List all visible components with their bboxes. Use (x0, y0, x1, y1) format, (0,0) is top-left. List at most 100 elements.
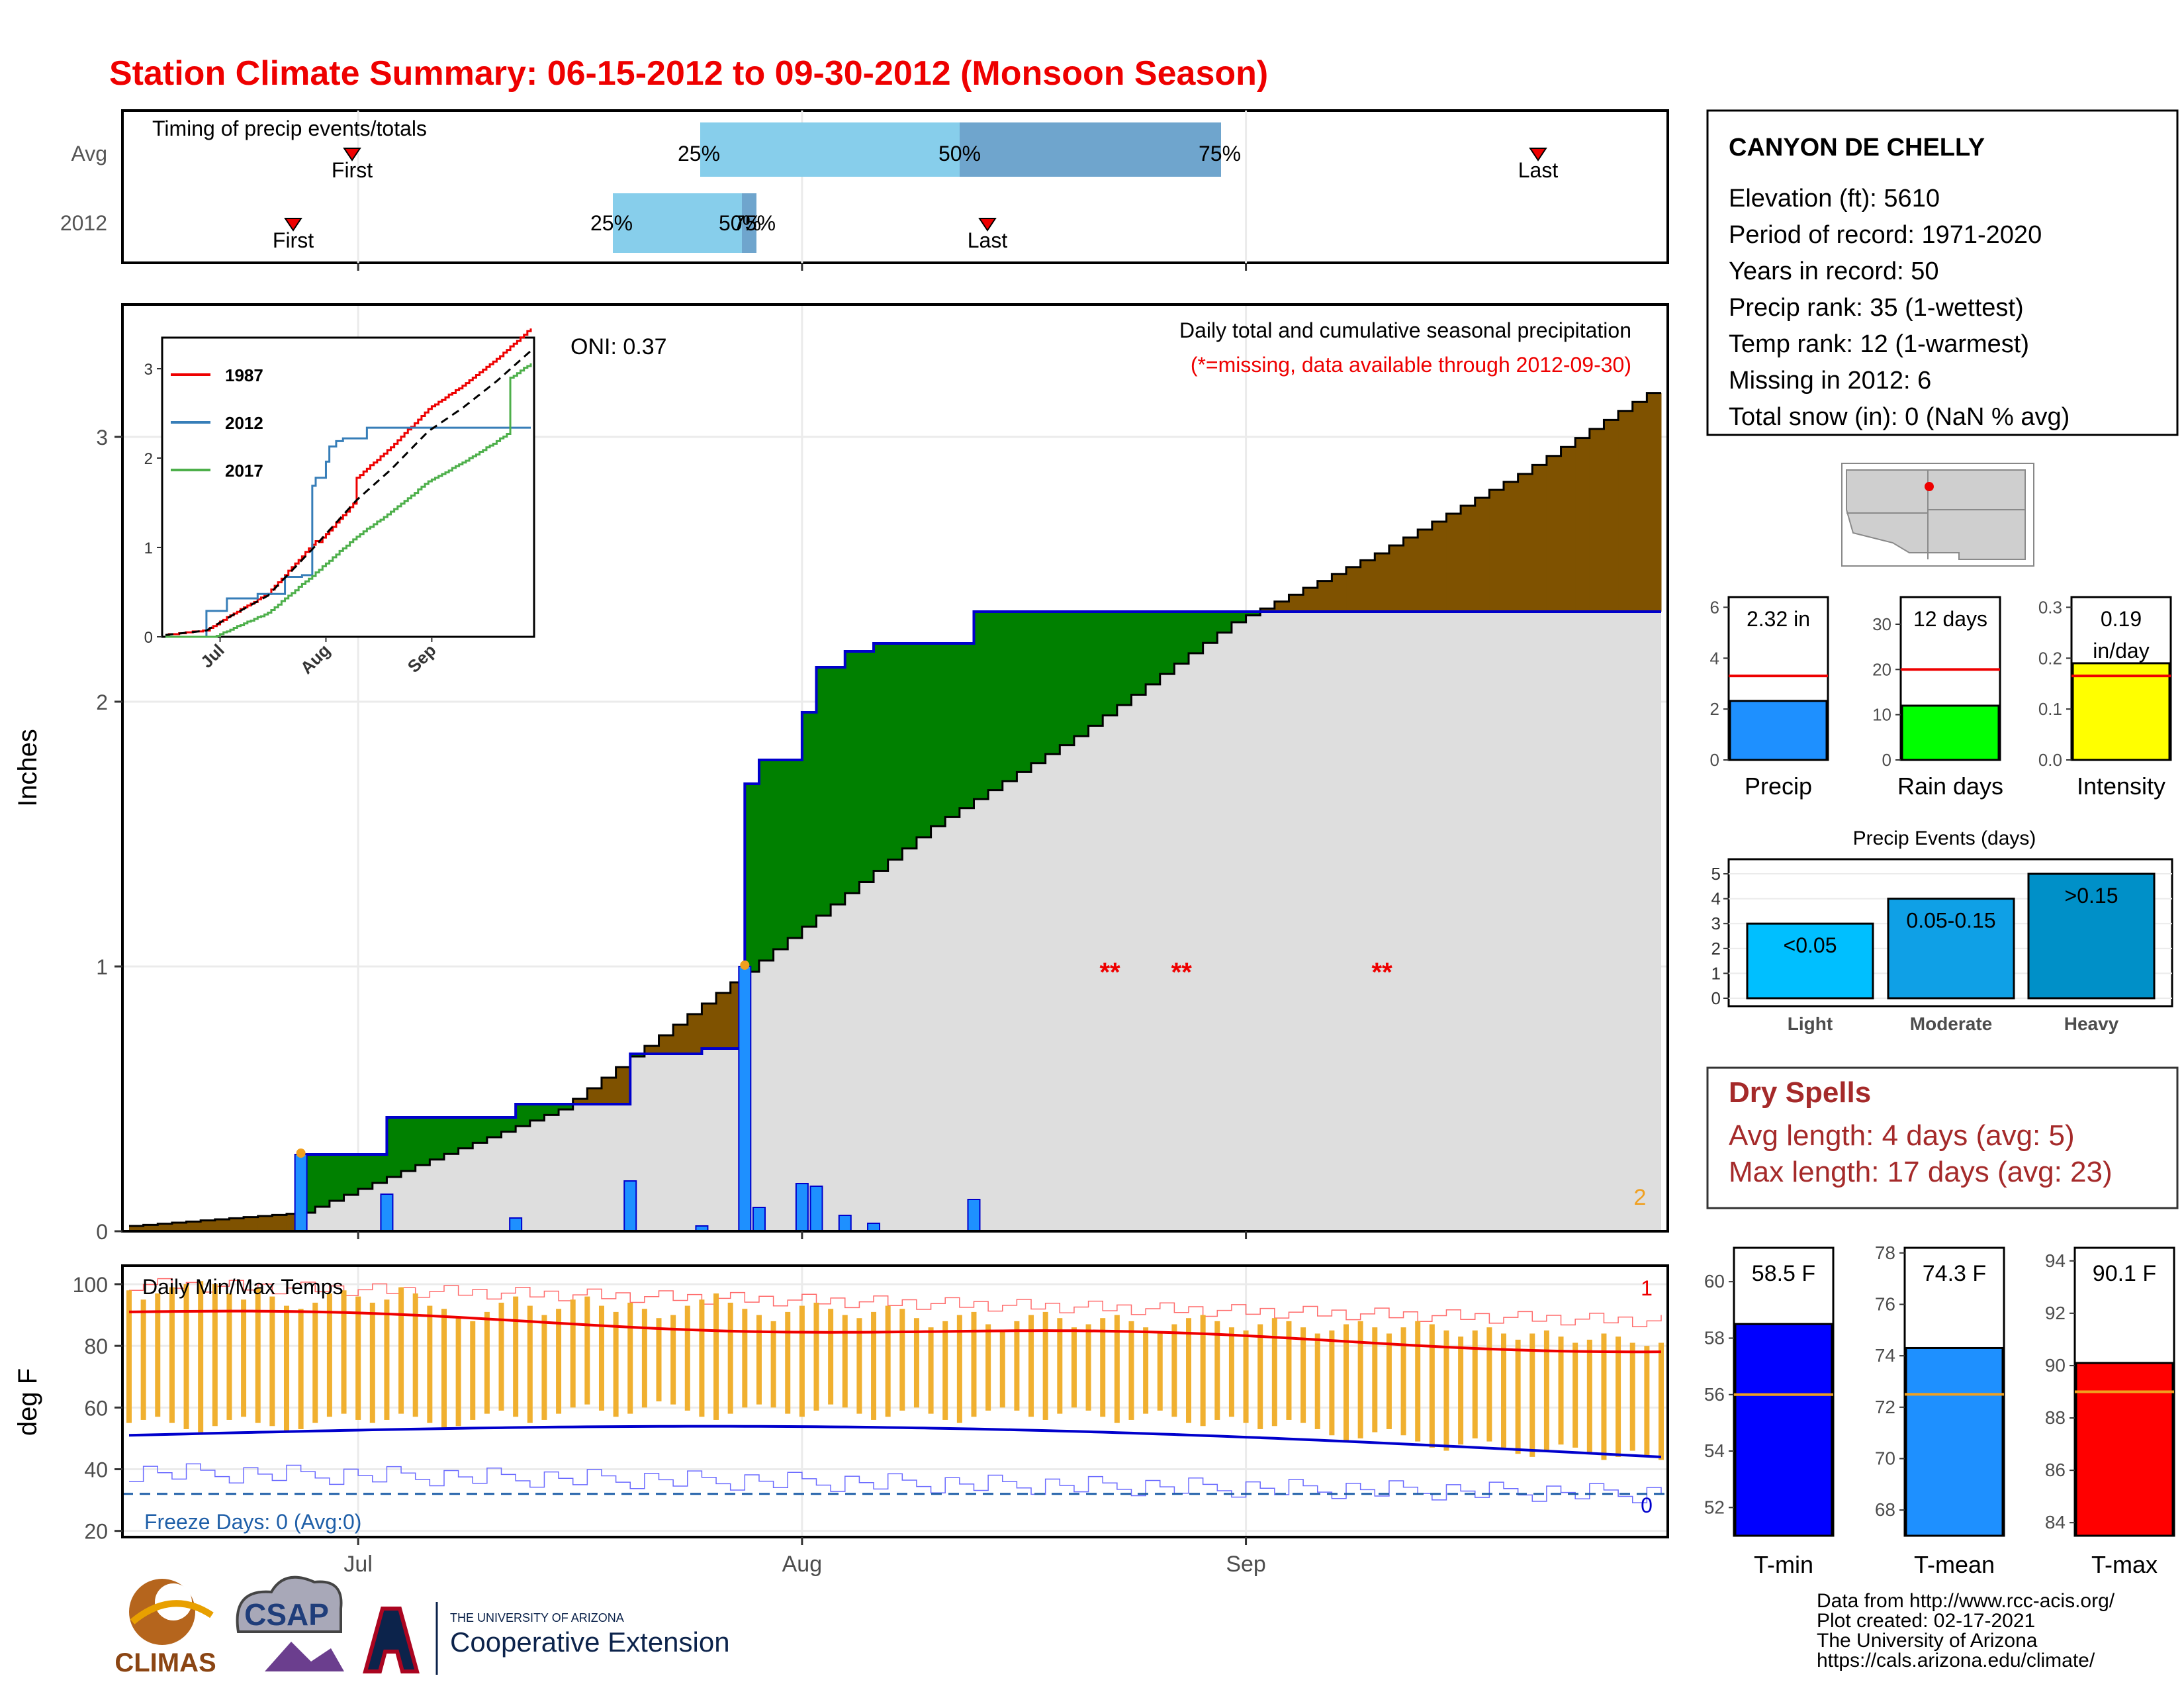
above-average-segment (486, 1117, 502, 1137)
inset-legend-2012: 2012 (225, 413, 263, 433)
daily-temp-range-bar (1271, 1318, 1277, 1427)
below-average-segment (1632, 402, 1647, 612)
average-min-line (128, 1425, 1662, 1459)
above-average-segment (1189, 612, 1204, 653)
daily-temp-range-bar (613, 1311, 619, 1417)
daily-temp-range-bar (1501, 1333, 1507, 1448)
avg-first-marker (343, 148, 361, 162)
daily-temp-range-bar (1014, 1321, 1020, 1411)
above-average-segment (1174, 612, 1189, 664)
below-average-segment (1388, 545, 1404, 612)
daily-precip-bar (795, 1183, 809, 1232)
daily-temp-range-bar (1458, 1336, 1464, 1445)
mini-bar-value (1901, 704, 2000, 761)
mini-bar-label: Rain days (1897, 773, 2003, 800)
inset-legend-1987: 1987 (225, 365, 263, 385)
avg-first-label: First (332, 158, 373, 182)
info-line: Period of record: 1971-2020 (1729, 221, 2042, 249)
daily-precip-bar (752, 1207, 766, 1232)
above-average-segment (788, 760, 803, 938)
below-average-segment (615, 1067, 631, 1104)
daily-temp-range-bar (198, 1281, 204, 1432)
x-tick-label: Aug (782, 1552, 823, 1577)
daily-temp-range-bar (1386, 1333, 1392, 1429)
below-average-segment (1604, 420, 1619, 612)
above-average-segment (745, 784, 760, 972)
daily-precip-bar (380, 1194, 394, 1232)
info-line: Missing in 2012: 6 (1729, 367, 1931, 395)
y2012-p25-label: 25% (590, 211, 633, 235)
daily-temp-range-bar (1071, 1327, 1077, 1408)
mini-bar-tick-label: 0 (1710, 750, 1719, 770)
daily-temp-range-bar (498, 1302, 504, 1411)
x-tick-label: Sep (1226, 1552, 1266, 1577)
timing-panel: Timing of precip events/totals Avg 2012 … (60, 109, 1669, 264)
below-average-segment (186, 1221, 201, 1231)
daily-temp-range-bar (842, 1315, 848, 1408)
daily-temp-range-bar (427, 1305, 433, 1423)
inset-2017-line (165, 363, 532, 638)
above-average-segment (931, 643, 946, 826)
below-average-segment (201, 1220, 216, 1231)
daily-temp-range-bar (412, 1293, 418, 1417)
record-min-line (129, 1463, 1662, 1503)
above-average-segment (887, 643, 903, 860)
footer-line: Data from http://www.rcc-acis.org/ (1817, 1590, 2115, 1612)
above-average-segment (844, 651, 860, 894)
daily-temp-range-bar (813, 1302, 819, 1411)
mini-bar-value-label: 2.32 in (1747, 607, 1810, 631)
above-average-segment (1073, 612, 1089, 736)
daily-temp-range-bar (140, 1299, 146, 1420)
temp-bar-tick-label: 88 (2045, 1407, 2066, 1428)
below-average-segment (244, 1217, 259, 1231)
above-average-segment (902, 643, 917, 849)
mini-bar-label: Intensity (2077, 773, 2165, 800)
above-average-segment (859, 651, 874, 882)
y-tick-label: 60 (84, 1396, 108, 1420)
climas-logo: CLIMAS (114, 1579, 216, 1677)
daily-temp-range-bar (226, 1293, 232, 1420)
temp-ylabel: deg F (13, 1368, 42, 1436)
daily-temp-range-bar (985, 1324, 991, 1411)
above-average-segment (1045, 612, 1060, 755)
daily-temp-range-bar (1257, 1324, 1263, 1429)
below-average-segment (659, 1035, 674, 1054)
below-average-segment (1489, 490, 1504, 612)
daily-temp-range-bar (169, 1287, 175, 1423)
daily-temp-range-bar (1171, 1324, 1177, 1417)
y2012-last-marker (978, 218, 997, 232)
below-average-segment (1260, 608, 1275, 612)
above-average-segment (1231, 612, 1247, 622)
temp-bar-tick-label: 78 (1875, 1243, 1895, 1263)
y-tick-label: 3 (96, 426, 108, 449)
daily-temp-range-bar (1515, 1339, 1521, 1454)
timing-row-2012: 2012 (60, 211, 107, 235)
above-average-segment (773, 760, 788, 949)
temp-bar-tick-label: 92 (2045, 1303, 2066, 1323)
ua-logo-line1: THE UNIVERSITY OF ARIZONA (450, 1611, 624, 1624)
daily-temp-range-bar (1243, 1330, 1249, 1423)
average-max-line (128, 1309, 1662, 1354)
summary-bar-charts: 2.32 in 0 2 4 6 Precip 12 days 0 10 20 30 Rain days… (1710, 596, 2172, 800)
x-tick-label: Jul (343, 1552, 372, 1577)
event-bar-label: >0.15 (2065, 884, 2118, 908)
cumulative-observed-area (129, 612, 1661, 1231)
daily-temp-range-bar (1057, 1318, 1063, 1414)
below-average-segment (1575, 438, 1590, 612)
missing-data-mark: ** (1099, 958, 1120, 987)
daily-temp-range-bar (513, 1296, 519, 1417)
temp-bar-value (2075, 1362, 2174, 1537)
above-average-segment (758, 760, 774, 961)
event-category-label: Heavy (2064, 1013, 2119, 1034)
temp-bar-tick-label: 84 (2045, 1512, 2066, 1532)
daily-temp-range-bar (241, 1299, 247, 1417)
below-average-segment (1589, 429, 1604, 612)
mini-bar-tick-label: 0.1 (2038, 699, 2062, 719)
daily-temp-range-bar (899, 1309, 905, 1411)
above-average-segment (1131, 612, 1146, 695)
event-category-label: Moderate (1910, 1013, 1992, 1034)
below-average-segment (1289, 594, 1304, 612)
below-average-segment (716, 993, 731, 1049)
daily-temp-range-bar (1143, 1327, 1149, 1414)
